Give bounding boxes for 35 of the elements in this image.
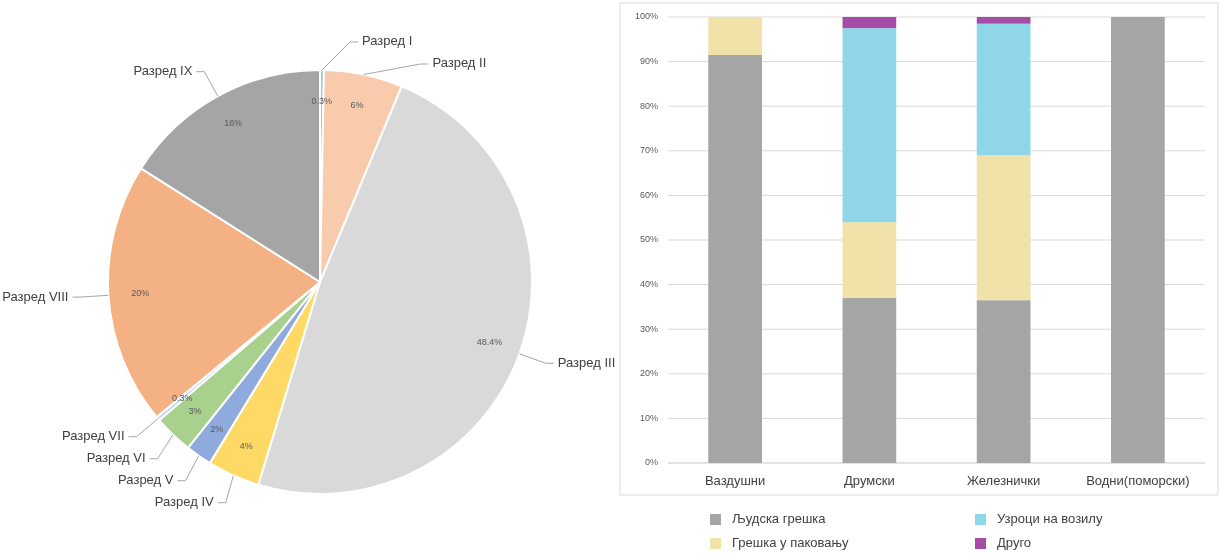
slice-label: Разред VIII xyxy=(2,288,69,304)
y-tick-label: 50% xyxy=(639,234,658,245)
y-tick-label: 40% xyxy=(639,278,658,289)
data-label: 2% xyxy=(210,424,224,435)
y-tick-label: 30% xyxy=(639,323,658,334)
data-label: 4% xyxy=(239,440,253,451)
legend-label: Узроци на возилу xyxy=(997,511,1103,527)
legend-label: Људска грешка xyxy=(732,511,827,527)
slice-label: Разред VII xyxy=(61,428,125,444)
data-label: 3% xyxy=(188,406,202,417)
slice-label: Разред IX xyxy=(133,63,193,79)
legend-label: Друго xyxy=(997,535,1032,551)
data-label: 6% xyxy=(350,100,364,111)
y-tick-label: 0% xyxy=(644,457,658,468)
slice-label: Разред III xyxy=(557,354,616,370)
y-tick-label: 100% xyxy=(634,11,658,22)
slice-label: Разред II xyxy=(432,55,487,71)
slice-label: Разред V xyxy=(118,472,174,488)
y-tick-label: 10% xyxy=(639,412,658,423)
data-label: 48.4% xyxy=(476,337,503,348)
slice-label: Разред VI xyxy=(86,450,146,466)
data-label: 20% xyxy=(131,287,150,298)
y-tick-label: 80% xyxy=(639,100,658,111)
x-tick-label: Друмски xyxy=(844,473,895,488)
x-tick-label: Ваздушни xyxy=(704,473,766,488)
y-tick-label: 70% xyxy=(639,145,658,156)
x-tick-label: Водни(поморски) xyxy=(1086,473,1190,488)
y-tick-label: 90% xyxy=(639,55,658,66)
x-tick-label: Железнички xyxy=(966,473,1041,488)
y-tick-label: 60% xyxy=(639,189,658,200)
slice-label: Разред I xyxy=(362,33,413,49)
y-tick-label: 20% xyxy=(639,368,658,379)
slice-label: Разред IV xyxy=(154,494,215,510)
legend-label: Грешка у паковању xyxy=(732,535,850,551)
data-label: 16% xyxy=(224,118,243,129)
